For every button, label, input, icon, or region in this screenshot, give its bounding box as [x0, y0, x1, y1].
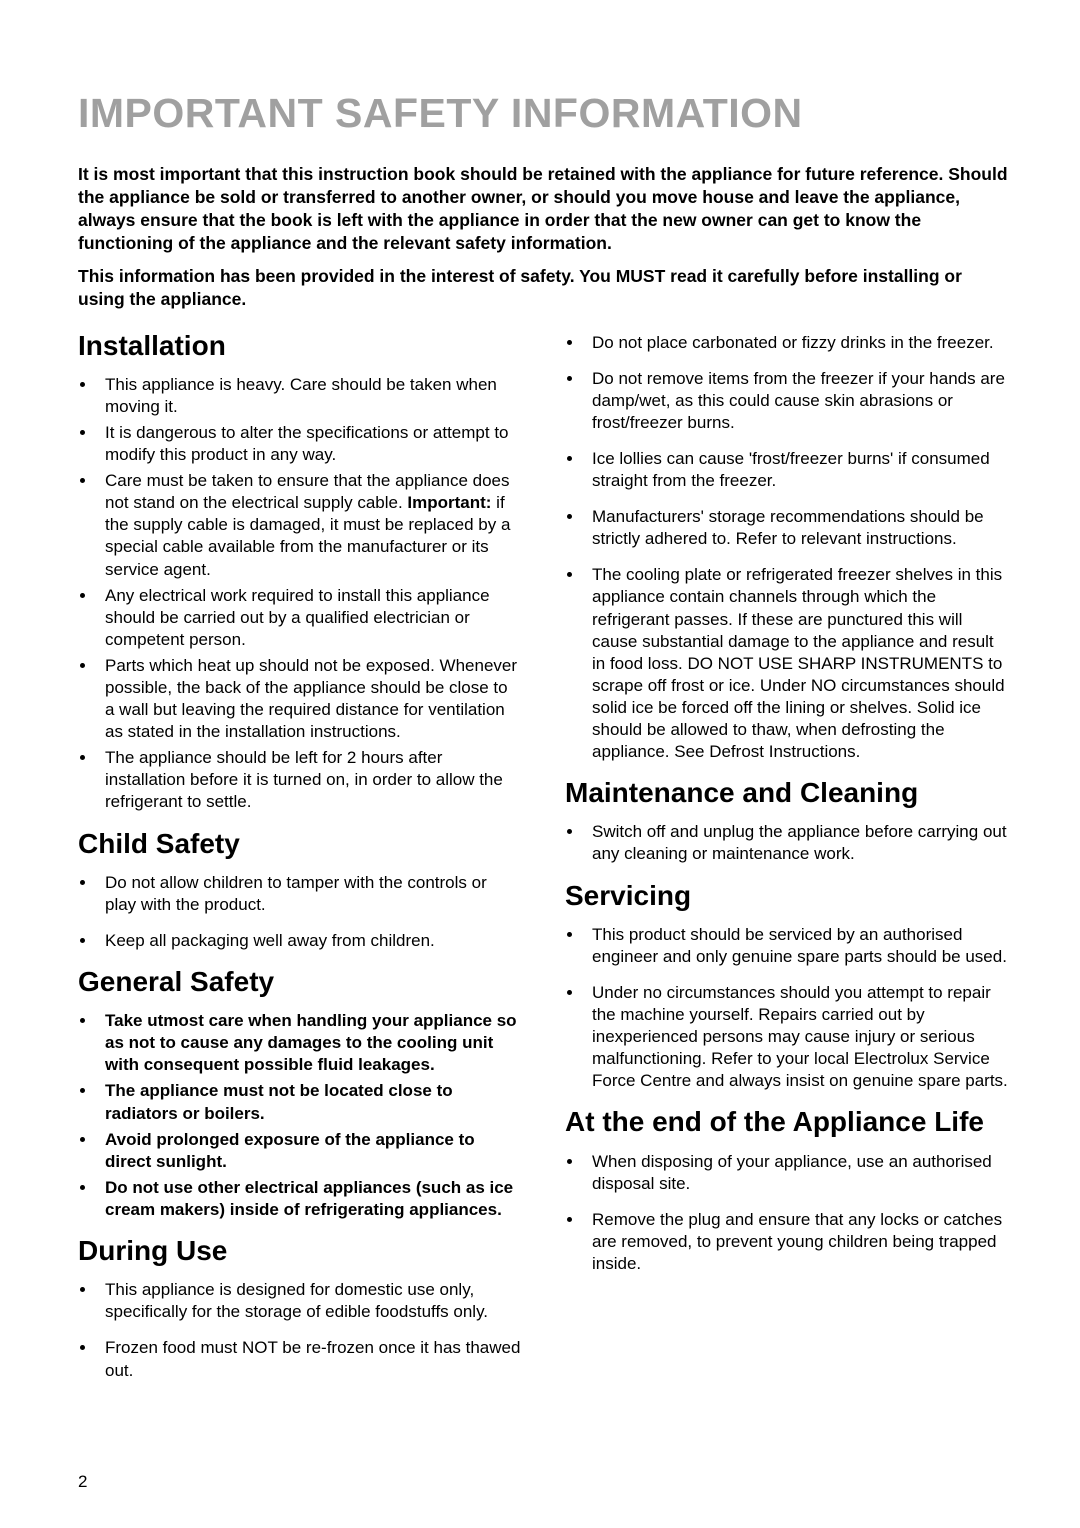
child-safety-list: Do not allow children to tamper with the… — [78, 872, 521, 952]
list-item-text: Care must be taken to ensure that the ap… — [105, 471, 510, 578]
installation-list: This appliance is heavy. Care should be … — [78, 374, 521, 814]
bullet-icon — [80, 1287, 85, 1292]
list-item-text: Parts which heat up should not be expose… — [105, 656, 517, 741]
list-item: Avoid prolonged exposure of the applianc… — [78, 1129, 521, 1173]
list-item: Care must be taken to ensure that the ap… — [78, 470, 521, 580]
general-safety-heading: General Safety — [78, 966, 521, 998]
bullet-icon — [80, 1345, 85, 1350]
page-title: IMPORTANT SAFETY INFORMATION — [78, 90, 1008, 137]
bullet-icon — [80, 755, 85, 760]
bullet-icon — [567, 340, 572, 345]
list-item: Frozen food must NOT be re-frozen once i… — [78, 1337, 521, 1381]
list-item-text: The appliance must not be located close … — [105, 1081, 453, 1122]
list-item: This appliance is designed for domestic … — [78, 1279, 521, 1323]
bullet-icon — [567, 1217, 572, 1222]
end-of-life-heading: At the end of the Appliance Life — [565, 1106, 1008, 1138]
list-item: Under no circumstances should you attemp… — [565, 982, 1008, 1092]
list-item: Parts which heat up should not be expose… — [78, 655, 521, 743]
maintenance-heading: Maintenance and Cleaning — [565, 777, 1008, 809]
list-item: This appliance is heavy. Care should be … — [78, 374, 521, 418]
list-item: The appliance should be left for 2 hours… — [78, 747, 521, 813]
list-item-text: Under no circumstances should you attemp… — [592, 983, 1008, 1090]
list-item-text: The appliance should be left for 2 hours… — [105, 748, 503, 811]
list-item-text: Do not remove items from the freezer if … — [592, 369, 1005, 432]
list-item: Switch off and unplug the appliance befo… — [565, 821, 1008, 865]
list-item-text: Remove the plug and ensure that any lock… — [592, 1210, 1002, 1273]
end-of-life-list: When disposing of your appliance, use an… — [565, 1151, 1008, 1275]
bullet-icon — [567, 829, 572, 834]
bullet-icon — [80, 382, 85, 387]
list-item-text: This product should be serviced by an au… — [592, 925, 1007, 966]
bullet-icon — [567, 1159, 572, 1164]
during-use-list: This appliance is designed for domestic … — [78, 1279, 521, 1381]
list-item: Take utmost care when handling your appl… — [78, 1010, 521, 1076]
list-item-text: Manufacturers' storage recommendations s… — [592, 507, 984, 548]
bullet-icon — [567, 572, 572, 577]
bullet-icon — [80, 1137, 85, 1142]
list-item: Do not remove items from the freezer if … — [565, 368, 1008, 434]
bullet-icon — [80, 663, 85, 668]
bullet-icon — [80, 478, 85, 483]
bullet-icon — [567, 990, 572, 995]
document-page: IMPORTANT SAFETY INFORMATION It is most … — [0, 0, 1080, 1528]
servicing-heading: Servicing — [565, 880, 1008, 912]
bullet-icon — [80, 938, 85, 943]
left-column: Installation This appliance is heavy. Ca… — [78, 326, 521, 1396]
child-safety-heading: Child Safety — [78, 828, 521, 860]
text-bold: Important: — [407, 493, 491, 512]
list-item: Manufacturers' storage recommendations s… — [565, 506, 1008, 550]
list-item-text: Ice lollies can cause 'frost/freezer bur… — [592, 449, 990, 490]
list-item-text: Keep all packaging well away from childr… — [105, 931, 435, 950]
list-item-text: Do not use other electrical appliances (… — [105, 1178, 513, 1219]
list-item-text: When disposing of your appliance, use an… — [592, 1152, 992, 1193]
bullet-icon — [80, 1185, 85, 1190]
intro-paragraph-2: This information has been provided in th… — [78, 265, 1008, 311]
list-item-text: It is dangerous to alter the specificati… — [105, 423, 509, 464]
list-item: The cooling plate or refrigerated freeze… — [565, 564, 1008, 763]
installation-heading: Installation — [78, 330, 521, 362]
list-item: When disposing of your appliance, use an… — [565, 1151, 1008, 1195]
intro-paragraph-1: It is most important that this instructi… — [78, 163, 1008, 255]
content-columns: Installation This appliance is heavy. Ca… — [78, 326, 1008, 1396]
bullet-icon — [80, 1018, 85, 1023]
bullet-icon — [80, 1088, 85, 1093]
list-item-text: Do not allow children to tamper with the… — [105, 873, 487, 914]
list-item-text: Switch off and unplug the appliance befo… — [592, 822, 1007, 863]
list-item-text: Any electrical work required to install … — [105, 586, 490, 649]
list-item-text: Frozen food must NOT be re-frozen once i… — [105, 1338, 520, 1379]
list-item: The appliance must not be located close … — [78, 1080, 521, 1124]
list-item-text: This appliance is designed for domestic … — [105, 1280, 488, 1321]
bullet-icon — [567, 514, 572, 519]
list-item-text: Do not place carbonated or fizzy drinks … — [592, 333, 994, 352]
bullet-icon — [567, 932, 572, 937]
list-item: Do not use other electrical appliances (… — [78, 1177, 521, 1221]
list-item: Do not allow children to tamper with the… — [78, 872, 521, 916]
list-item: This product should be serviced by an au… — [565, 924, 1008, 968]
bullet-icon — [567, 456, 572, 461]
list-item: Do not place carbonated or fizzy drinks … — [565, 332, 1008, 354]
list-item: It is dangerous to alter the specificati… — [78, 422, 521, 466]
bullet-icon — [80, 430, 85, 435]
during-use-heading: During Use — [78, 1235, 521, 1267]
bullet-icon — [80, 880, 85, 885]
list-item-text: The cooling plate or refrigerated freeze… — [592, 565, 1005, 761]
list-item-text: Take utmost care when handling your appl… — [105, 1011, 517, 1074]
list-item: Remove the plug and ensure that any lock… — [565, 1209, 1008, 1275]
general-safety-list: Take utmost care when handling your appl… — [78, 1010, 521, 1221]
maintenance-list: Switch off and unplug the appliance befo… — [565, 821, 1008, 865]
right-column: Do not place carbonated or fizzy drinks … — [565, 326, 1008, 1396]
servicing-list: This product should be serviced by an au… — [565, 924, 1008, 1093]
intro-block: It is most important that this instructi… — [78, 163, 1008, 312]
bullet-icon — [567, 376, 572, 381]
list-item: Ice lollies can cause 'frost/freezer bur… — [565, 448, 1008, 492]
page-number: 2 — [78, 1472, 87, 1492]
list-item: Any electrical work required to install … — [78, 585, 521, 651]
list-item: Keep all packaging well away from childr… — [78, 930, 521, 952]
bullet-icon — [80, 593, 85, 598]
list-item-text: This appliance is heavy. Care should be … — [105, 375, 497, 416]
list-item-text: Avoid prolonged exposure of the applianc… — [105, 1130, 475, 1171]
during-use-continued-list: Do not place carbonated or fizzy drinks … — [565, 332, 1008, 764]
